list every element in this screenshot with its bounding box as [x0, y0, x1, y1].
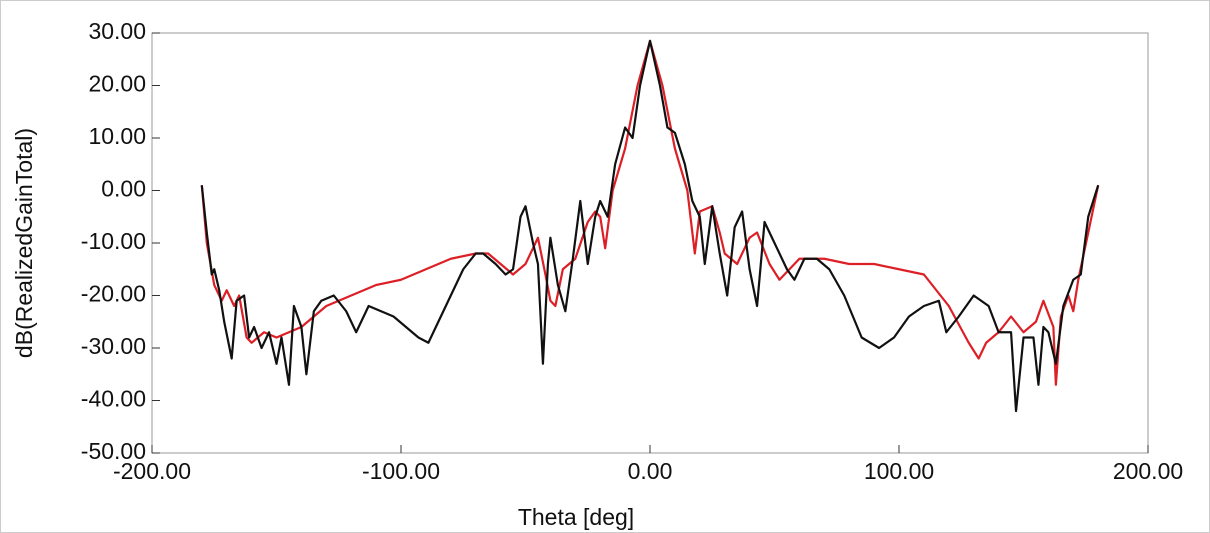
x-tick-label: 0.00 [628, 458, 673, 484]
x-tick-label: -100.00 [362, 458, 440, 484]
y-tick-label: 30.00 [88, 18, 146, 44]
x-tick-label: -200.00 [113, 458, 191, 484]
y-tick-label: 20.00 [88, 71, 146, 97]
y-tick-label: 10.00 [88, 123, 146, 149]
x-axis-label: Theta [deg] [518, 504, 634, 530]
series-line [200, 39, 1100, 386]
y-tick-label: -40.00 [81, 386, 146, 412]
y-tick-label: 0.00 [101, 176, 146, 202]
y-tick-label: -30.00 [81, 333, 146, 359]
series-line [200, 39, 1100, 413]
y-tick-label: -20.00 [81, 281, 146, 307]
x-tick-label: 200.00 [1113, 458, 1183, 484]
y-tick-label: -50.00 [81, 438, 146, 464]
y-tick-label: -10.00 [81, 228, 146, 254]
y-axis-label: dB(RealizedGainTotal) [11, 128, 37, 358]
plot-frame [151, 32, 1149, 454]
x-tick-label: 100.00 [864, 458, 934, 484]
